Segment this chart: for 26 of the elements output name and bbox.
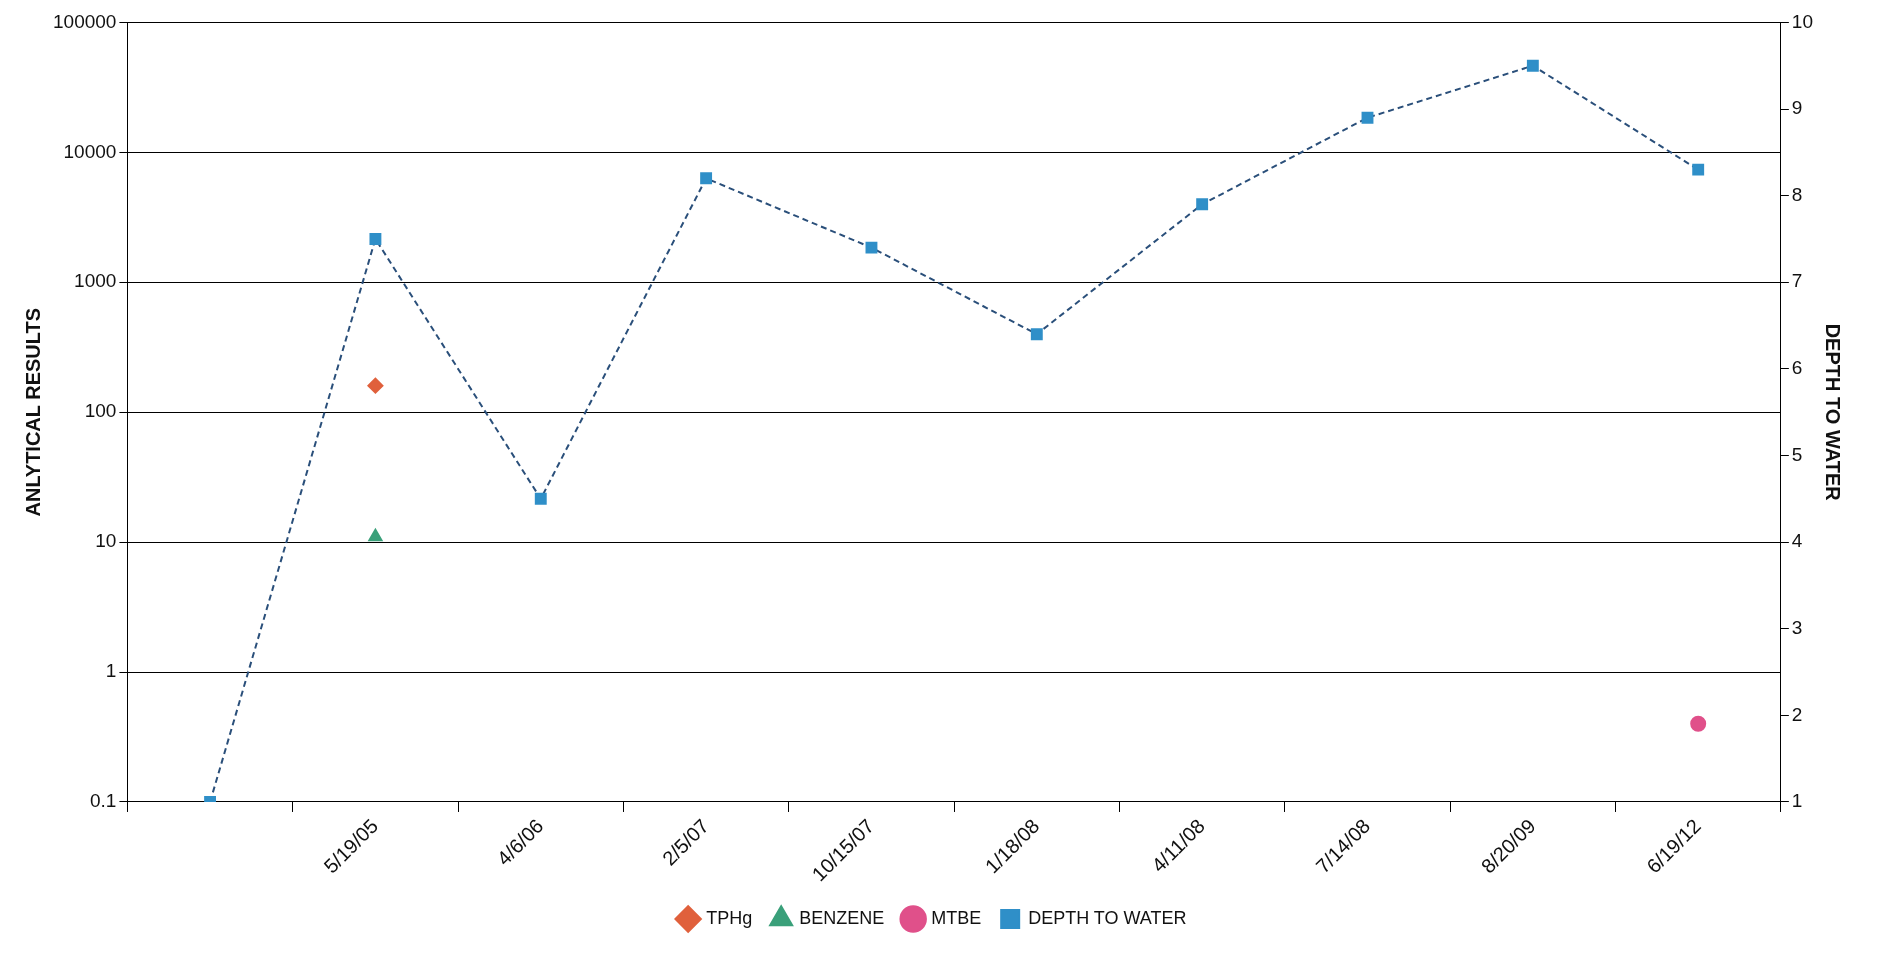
y2-tick-label: 10 [1791, 10, 1814, 32]
y2-tick-label: 7 [1791, 270, 1803, 292]
y-tick-label: 10 [95, 530, 117, 552]
legend-label: BENZENE [799, 907, 885, 928]
y-tick-label: 1000 [74, 270, 117, 292]
y2-tick-label: 1 [1791, 790, 1803, 812]
y-axis-title: ANLYTICAL RESULTS [21, 307, 44, 517]
y2-tick-label: 4 [1791, 530, 1803, 552]
legend-label: MTBE [931, 907, 982, 928]
y2-tick-label: 3 [1791, 616, 1803, 638]
legend-label: DEPTH TO WATER [1028, 907, 1187, 928]
y2-tick-label: 6 [1791, 357, 1803, 379]
y2-tick-label: 9 [1791, 97, 1803, 119]
y-tick-label: 1 [105, 660, 117, 682]
point [368, 528, 383, 542]
y2-tick-label: 8 [1791, 183, 1803, 205]
y-tick-label: 0.1 [89, 790, 117, 812]
y2-axis-title: DEPTH TO WATER [1822, 323, 1845, 502]
y-tick-label: 10000 [63, 140, 117, 162]
y-tick-label: 100 [84, 400, 117, 422]
point [367, 377, 384, 394]
legend-label: TPHg [706, 907, 753, 928]
y-tick-label: 100000 [53, 10, 117, 32]
y2-tick-label: 2 [1791, 703, 1803, 725]
y2-tick-label: 5 [1791, 443, 1803, 465]
point [1690, 715, 1707, 732]
